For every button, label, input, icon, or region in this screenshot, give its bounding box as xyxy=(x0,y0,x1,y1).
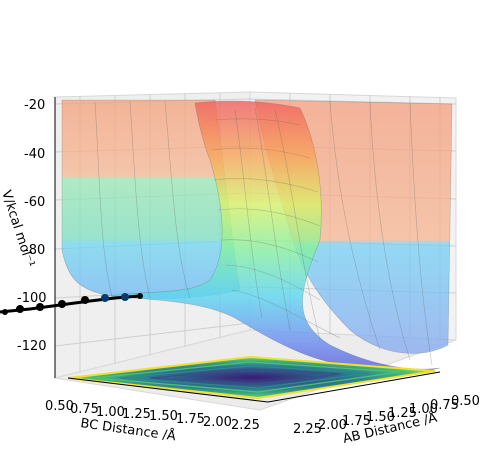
z-tick: -40 xyxy=(24,147,45,162)
bc-tick: 0.75 xyxy=(70,402,99,417)
z-tick: -60 xyxy=(24,195,45,210)
z-axis-ticks: -20 -40 -60 -80 -100 -120 xyxy=(17,98,47,354)
bc-axis-ticks: 0.50 0.75 1.00 1.25 1.50 1.75 2.00 2.25 xyxy=(45,399,260,433)
trajectory-point xyxy=(58,300,66,308)
trajectory-point xyxy=(2,309,8,315)
trajectory-line xyxy=(0,294,141,314)
ab-tick: 1.50 xyxy=(366,410,395,425)
trajectory-point xyxy=(121,293,129,301)
ab-tick: 0.50 xyxy=(451,394,480,409)
ab-tick: 2.00 xyxy=(318,418,347,433)
bc-tick: 1.25 xyxy=(122,407,151,422)
trajectory xyxy=(0,293,143,315)
ab-tick: 1.75 xyxy=(342,414,371,429)
bc-tick: 1.50 xyxy=(149,409,178,424)
trajectory-point xyxy=(81,296,89,304)
bc-tick: 1.00 xyxy=(96,405,125,420)
trajectory-point xyxy=(101,294,109,302)
trajectory-point xyxy=(137,293,143,299)
trajectory-point xyxy=(16,305,24,313)
ab-tick: 1.25 xyxy=(388,406,417,421)
z-tick: -80 xyxy=(24,243,45,258)
ab-axis-ticks: 0.50 0.75 1.00 1.25 1.50 1.75 2.00 2.25 xyxy=(293,394,480,437)
bc-tick: 1.75 xyxy=(176,412,205,427)
bc-tick: 2.25 xyxy=(231,418,260,433)
energy-surface xyxy=(61,99,453,373)
z-tick: -100 xyxy=(17,291,47,306)
z-tick: -120 xyxy=(17,339,47,354)
axis-lines xyxy=(54,97,441,403)
trajectory-point xyxy=(36,303,44,311)
ab-tick: 0.75 xyxy=(430,398,459,413)
bc-tick: 2.00 xyxy=(203,415,232,430)
contour-projection xyxy=(67,355,436,400)
ab-tick: 1.00 xyxy=(409,402,438,417)
ab-tick: 2.25 xyxy=(293,422,322,437)
bc-tick: 0.50 xyxy=(45,399,74,414)
z-tick: -20 xyxy=(24,98,45,113)
